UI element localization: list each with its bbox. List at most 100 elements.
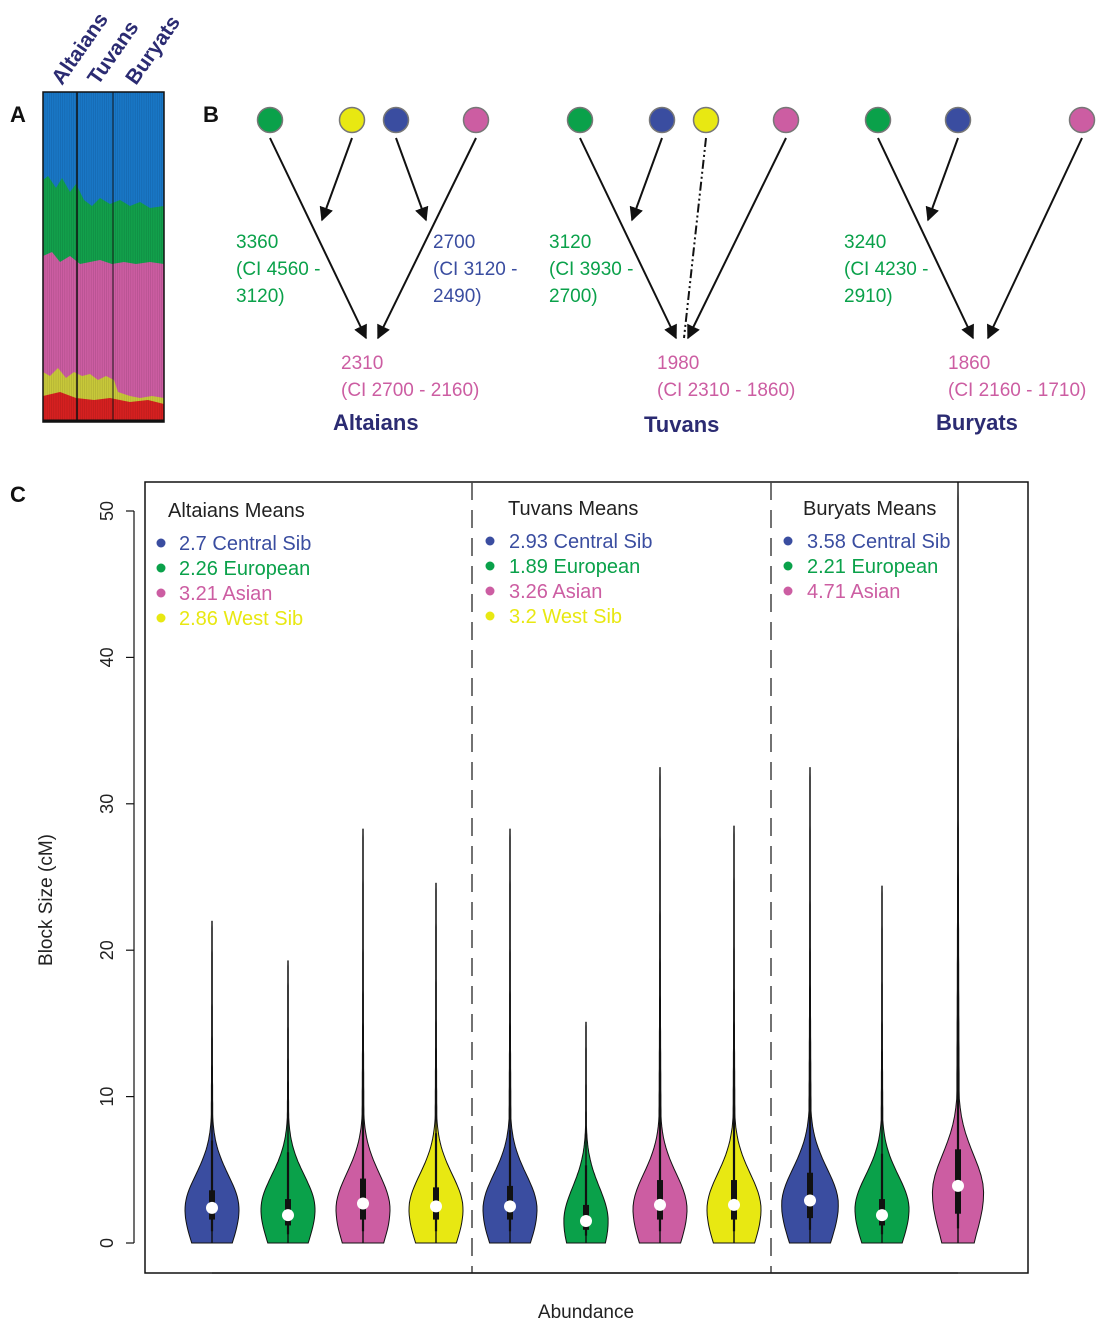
legend-title: Buryats Means [803,498,936,520]
violin-median [804,1194,816,1207]
arrow-buryats-central-sib [925,137,959,222]
tree-buryats: 3240 (CI 4230 - 2910) 1860 (CI 2160 - 17… [844,106,1096,435]
legend-mean: 2.7 [179,533,207,555]
node-buryats-european [864,106,892,134]
legend-dot [485,561,495,571]
legend-tuvans: Tuvans Means 2.93 Central Sib 1.89 Europ… [485,498,652,628]
legend-mean: 3.26 [509,581,548,603]
arrow-altaians-asian [377,137,477,340]
legend-dot [783,561,793,571]
violin-median [430,1200,442,1213]
legend-item-european: 1.89 European [509,556,640,578]
structure-other-layer [43,392,164,422]
violin-median [728,1198,740,1211]
x-axis-label: Abundance [538,1302,634,1323]
legend-item-asian: 3.26 Asian [509,581,602,603]
panel-a-letter: A [10,102,26,127]
legend-label: Asian [222,583,272,605]
legend-item-west-sib: 3.2 West Sib [509,606,622,628]
migration-ci: (CI 4230 - [844,259,928,280]
node-buryats-central-sib [944,106,972,134]
legend-label: European [224,558,311,580]
legend-label: Central Sib [554,531,653,553]
legend-mean: 2.93 [509,531,548,553]
migration-date: 3360 [236,232,278,253]
migration-label-altaians-central-sib: 2700 (CI 3120 - 2490) [433,232,523,307]
legend-mean: 4.71 [807,581,846,603]
legend-label: West Sib [224,608,304,630]
node-altaians-central-sib [382,106,410,134]
arrow-altaians-european [269,137,367,340]
violin-median [206,1201,218,1214]
violin-median [504,1200,516,1213]
legend-item-central-sib: 2.7 Central Sib [179,533,311,555]
legend-item-european: 2.26 European [179,558,310,580]
legend-label: Central Sib [852,531,951,553]
panel-c-letter: C [10,482,26,507]
arrow-tuvans-asian [687,137,787,340]
arrow-tuvans-european [579,137,677,340]
admixture-ci: (CI 2700 - 2160) [341,380,479,401]
migration-label-altaians-european: 3360 (CI 4560 - 3120) [236,232,326,307]
legend-item-central-sib: 3.58 Central Sib [807,531,950,553]
legend-mean: 1.89 [509,556,548,578]
node-tuvans-central-sib [648,106,676,134]
legend-item-asian: 4.71 Asian [807,581,900,603]
admixture-ci: (CI 2160 - 1710) [948,380,1086,401]
legend-dot [156,538,166,548]
legend-mean: 2.86 [179,608,218,630]
structure-individual-stripes [44,92,165,420]
y-axis-label: Block Size (cM) [36,834,57,966]
node-altaians-asian [462,106,490,134]
legend-title: Altaians Means [168,500,305,522]
admixture-ci: (CI 2310 - 1860) [657,380,795,401]
y-tick-label: 40 [97,647,117,667]
legend-item-central-sib: 2.93 Central Sib [509,531,652,553]
node-tuvans-european [566,106,594,134]
arrow-tuvans-west-sib [683,137,707,339]
node-tuvans-west-sib [692,106,720,134]
node-altaians-west-sib [338,106,366,134]
y-axis: 0 10 20 30 40 50 [97,501,135,1248]
arrow-buryats-european [877,137,974,340]
migration-label-buryats-european: 3240 (CI 4230 - 2910) [844,232,934,307]
legend-dot [783,536,793,546]
migration-date: 2700 [433,232,475,253]
violin-median [654,1198,666,1211]
panel-b-letter: B [203,102,219,127]
admixture-date-tuvans: 1980 (CI 2310 - 1860) [657,353,795,401]
migration-date: 3120 [549,232,591,253]
migration-ci: (CI 4560 - [236,259,320,280]
tree-tuvans: 3120 (CI 3930 - 2700) 1980 (CI 2310 - 18… [549,106,800,437]
legend-label: Central Sib [212,533,311,555]
migration-ci: (CI 3930 - [549,259,633,280]
violin-median [357,1197,369,1210]
legend-mean: 2.21 [807,556,846,578]
admixture-date: 1980 [657,353,699,374]
migration-ci: 2490) [433,286,482,307]
legend-item-european: 2.21 European [807,556,938,578]
legend-label: European [554,556,641,578]
legend-buryats: Buryats Means 3.58 Central Sib 2.21 Euro… [783,498,950,603]
y-tick-label: 0 [97,1238,117,1248]
structure-european-layer [43,176,164,268]
admixture-date: 2310 [341,353,383,374]
legend-mean: 3.58 [807,531,846,553]
legend-mean: 3.21 [179,583,218,605]
legend-dot [156,588,166,598]
y-tick-label: 20 [97,940,117,960]
violin-median [876,1209,888,1222]
migration-ci: 3120) [236,286,285,307]
migration-ci: (CI 3120 - [433,259,517,280]
violin-median [282,1209,294,1222]
structure-asian-layer [43,252,164,404]
legend-mean: 3.2 [509,606,537,628]
legend-dot [485,536,495,546]
node-buryats-asian [1068,106,1096,134]
legend-mean: 2.26 [179,558,218,580]
migration-date: 3240 [844,232,886,253]
arrow-tuvans-central-sib [629,137,663,222]
population-label-tuvans: Tuvans [644,412,719,437]
legend-altaians: Altaians Means 2.7 Central Sib 2.26 Euro… [156,500,311,630]
